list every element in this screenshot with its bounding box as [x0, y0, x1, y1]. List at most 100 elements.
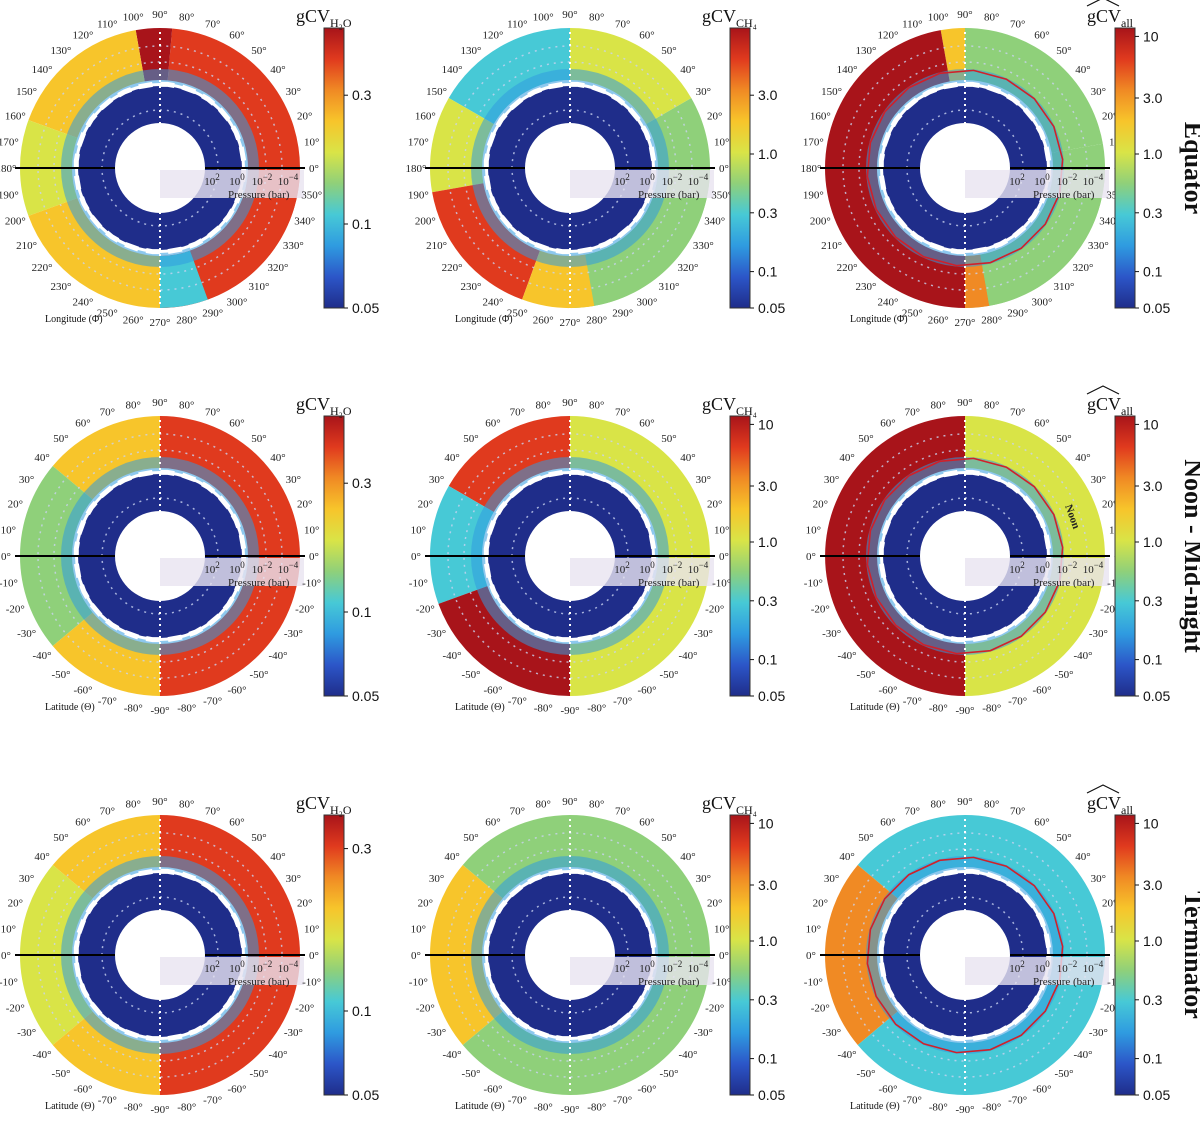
angle-tick-label: -40° [442, 1049, 461, 1061]
angle-tick-label: 300° [227, 296, 248, 308]
angle-tick-label: 340° [294, 216, 315, 228]
angle-tick-label: -50° [659, 1068, 678, 1080]
colorbar-tick-label: 3.0 [758, 87, 778, 103]
angle-tick-label: -80° [534, 703, 553, 715]
inner-hole [920, 123, 1010, 213]
angle-tick-label: 20° [707, 498, 722, 510]
angle-tick-label: -40° [442, 650, 461, 662]
angle-tick-label: -60° [1032, 684, 1051, 696]
angle-tick-label: 60° [485, 418, 500, 430]
angle-tick-label: 80° [589, 399, 604, 411]
angle-tick-label: -20° [416, 1003, 435, 1015]
angle-tick-label: 310° [659, 281, 680, 293]
inner-hole [920, 910, 1010, 1000]
pressure-tick-label: 100 [1034, 959, 1050, 975]
angle-tick-label: 90° [562, 796, 577, 808]
heatmap-sector [965, 254, 990, 308]
angle-tick-label: 150° [821, 86, 842, 98]
angle-tick-label: -30° [17, 1027, 36, 1039]
heatmap-sector [940, 28, 965, 82]
angle-tick-label: 40° [680, 452, 695, 464]
angle-axis-label: Latitude (Θ) [850, 1101, 900, 1112]
colorbar-tick-label: 0.1 [758, 652, 778, 668]
heatmap-sector [432, 183, 540, 300]
colorbar-tick-label: 0.3 [758, 593, 778, 609]
angle-tick-label: 290° [612, 308, 633, 320]
angle-tick-label: -50° [856, 1068, 875, 1080]
angle-tick-label: -60° [483, 1083, 502, 1095]
angle-tick-label: 270° [150, 317, 171, 329]
angle-tick-label: 60° [75, 418, 90, 430]
angle-tick-label: -60° [1032, 1083, 1051, 1095]
angle-tick-label: 70° [615, 406, 630, 418]
angle-tick-label: 40° [34, 452, 49, 464]
pressure-tick-label: 100 [639, 172, 655, 188]
angle-tick-label: 210° [426, 240, 447, 252]
angle-tick-label: 110° [902, 18, 923, 30]
angle-tick-label: 50° [661, 45, 676, 57]
angle-tick-label: 30° [429, 474, 444, 486]
angle-tick-label: -20° [416, 604, 435, 616]
angle-tick-label: 220° [837, 262, 858, 274]
angle-tick-label: 50° [251, 433, 266, 445]
colorbar-tick-label: 1.0 [758, 146, 778, 162]
angle-tick-label: -60° [227, 684, 246, 696]
angle-tick-label: 100° [533, 11, 554, 23]
angle-tick-label: 280° [586, 315, 607, 327]
colorbar-tick-label: 3.0 [1143, 478, 1163, 494]
angle-tick-label: 70° [205, 805, 220, 817]
angle-tick-label: 60° [1034, 30, 1049, 42]
pressure-axis-band [160, 957, 304, 985]
angle-axis-label: Latitude (Θ) [850, 702, 900, 713]
angle-tick-label: 20° [707, 110, 722, 122]
angle-tick-label: 40° [839, 452, 854, 464]
angle-tick-label: 20° [418, 498, 433, 510]
angle-tick-label: -60° [73, 1083, 92, 1095]
angle-tick-label: 20° [1102, 498, 1117, 510]
angle-tick-label: 40° [270, 851, 285, 863]
angle-tick-label: 260° [123, 315, 144, 327]
angle-tick-label: -70° [508, 1095, 527, 1107]
angle-tick-label: 250° [97, 308, 118, 320]
angle-tick-label: -40° [678, 1049, 697, 1061]
colorbar-tick-label: 0.1 [352, 1003, 372, 1019]
angle-tick-label: -90° [150, 1104, 169, 1116]
inner-hole [525, 910, 615, 1000]
colorbar [1114, 814, 1136, 1096]
angle-tick-label: 80° [984, 399, 999, 411]
angle-tick-label: -70° [613, 696, 632, 708]
angle-tick-label: -60° [878, 1083, 897, 1095]
pressure-tick-label: 102 [614, 959, 630, 975]
pressure-tick-label: 102 [1009, 959, 1025, 975]
angle-axis-label: Latitude (Θ) [455, 1101, 505, 1112]
angle-tick-label: 80° [126, 399, 141, 411]
angle-tick-label: -60° [73, 684, 92, 696]
angle-tick-label: 240° [73, 296, 94, 308]
angle-tick-label: 90° [152, 9, 167, 21]
angle-tick-label: -70° [98, 1095, 117, 1107]
angle-tick-label: 40° [839, 851, 854, 863]
angle-tick-label: -40° [837, 650, 856, 662]
angle-tick-label: 240° [878, 296, 899, 308]
angle-tick-label: -90° [560, 1104, 579, 1116]
angle-tick-label: 60° [639, 817, 654, 829]
angle-tick-label: 60° [229, 418, 244, 430]
angle-tick-label: 70° [1010, 406, 1025, 418]
inner-hole [525, 123, 615, 213]
angle-tick-label: 170° [803, 136, 824, 148]
pressure-axis-band [965, 558, 1109, 586]
angle-tick-label: 310° [1054, 281, 1075, 293]
angle-tick-label: 50° [251, 45, 266, 57]
inner-hole [115, 511, 205, 601]
colorbar-title: gCVCH₄ [702, 6, 757, 30]
angle-tick-label: -20° [6, 1003, 25, 1015]
angle-tick-label: 90° [957, 397, 972, 409]
angle-tick-label: 160° [810, 110, 831, 122]
angle-tick-label: 20° [8, 498, 23, 510]
pressure-tick-label: 10−2 [252, 172, 273, 188]
colorbar-tick-label: 3.0 [758, 478, 778, 494]
angle-tick-label: 70° [205, 406, 220, 418]
angle-tick-label: -70° [903, 696, 922, 708]
